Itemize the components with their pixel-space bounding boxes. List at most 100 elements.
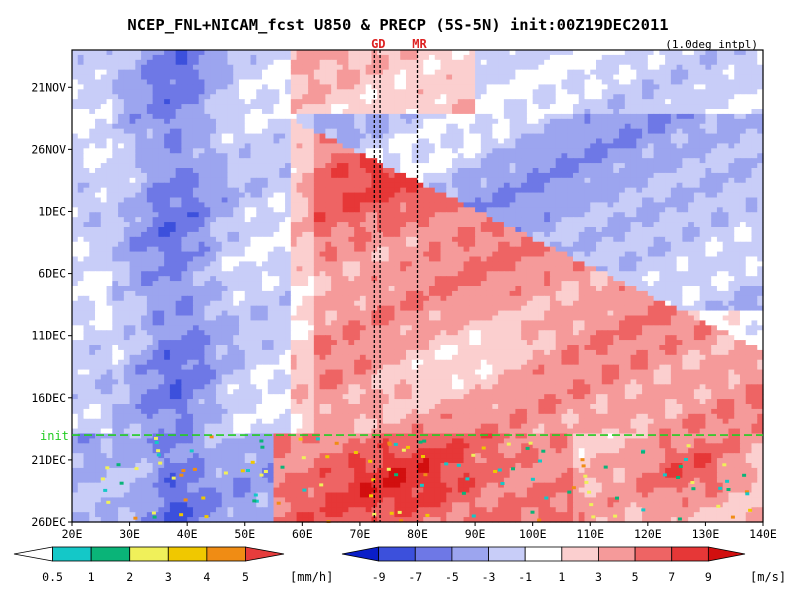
heatmap-cell <box>405 123 413 130</box>
heatmap-cell <box>187 207 194 213</box>
heatmap-cell <box>538 74 545 81</box>
heatmap-cell <box>688 123 695 130</box>
heatmap-cell <box>141 246 148 253</box>
heatmap-cell <box>636 113 643 120</box>
heatmap-cell <box>613 187 620 194</box>
heatmap-cell <box>515 177 522 184</box>
heatmap-cell <box>693 172 701 179</box>
heatmap-cell <box>302 182 309 189</box>
heatmap-cell <box>647 69 655 76</box>
heatmap-cell <box>722 236 730 243</box>
heatmap-cell <box>354 217 361 223</box>
heatmap-cell <box>642 69 649 76</box>
heatmap-cell <box>728 207 735 213</box>
heatmap-cell <box>141 197 148 204</box>
heatmap-cell <box>601 123 609 130</box>
heatmap-cell <box>509 138 516 145</box>
heatmap-cell <box>739 89 747 95</box>
heatmap-cell <box>590 69 597 76</box>
heatmap-cell <box>475 187 482 194</box>
heatmap-cell <box>630 89 637 95</box>
heatmap-cell <box>296 197 303 204</box>
heatmap-cell <box>469 79 476 86</box>
heatmap-cell <box>642 133 649 140</box>
heatmap-cell <box>152 217 159 223</box>
heatmap-cell <box>699 246 707 253</box>
heatmap-cell <box>164 123 171 130</box>
heatmap-cell <box>348 94 355 100</box>
heatmap-cell <box>549 84 557 90</box>
heatmap-cell <box>221 133 229 140</box>
heatmap-cell <box>751 133 758 140</box>
heatmap-cell <box>452 163 459 169</box>
heatmap-cell <box>256 79 263 86</box>
heatmap-cell <box>89 168 96 174</box>
heatmap-cell <box>348 54 355 61</box>
heatmap-cell <box>509 187 516 194</box>
heatmap-cell <box>181 64 188 71</box>
heatmap-cell <box>630 128 637 135</box>
heatmap-cell <box>342 227 349 233</box>
heatmap-cell <box>244 94 252 100</box>
heatmap-cell <box>77 84 85 90</box>
heatmap-cell <box>238 99 246 105</box>
heatmap-cell <box>262 187 269 194</box>
heatmap-cell <box>584 187 591 194</box>
heatmap-cell <box>642 118 649 125</box>
heatmap-cell <box>215 177 223 184</box>
heatmap-cell <box>584 128 591 135</box>
heatmap-cell <box>739 50 747 56</box>
heatmap-cell <box>647 168 655 174</box>
heatmap-cell <box>152 109 159 115</box>
heatmap-cell <box>72 104 79 110</box>
heatmap-cell <box>463 202 470 208</box>
heatmap-cell <box>411 158 419 164</box>
heatmap-cell <box>129 138 136 145</box>
heatmap-cell <box>688 148 695 154</box>
heatmap-cell <box>169 202 177 208</box>
heatmap-cell <box>129 236 136 243</box>
heatmap-cell <box>521 207 528 213</box>
heatmap-cell <box>388 113 396 120</box>
heatmap-cell <box>647 133 655 140</box>
heatmap-cell <box>509 118 516 125</box>
heatmap-cell <box>256 168 263 174</box>
heatmap-cell <box>734 197 741 204</box>
heatmap-cell <box>480 153 488 159</box>
heatmap-cell <box>751 231 758 238</box>
heatmap-cell <box>118 69 125 76</box>
heatmap-cell <box>382 153 390 159</box>
heatmap-cell <box>100 94 108 100</box>
heatmap-cell <box>152 241 159 248</box>
heatmap-cell <box>169 143 177 149</box>
heatmap-cell <box>175 217 183 223</box>
heatmap-cell <box>475 241 482 248</box>
heatmap-cell <box>642 54 649 61</box>
heatmap-cell <box>123 251 131 258</box>
heatmap-cell <box>175 182 183 189</box>
heatmap-cell <box>670 64 678 71</box>
heatmap-cell <box>590 59 597 66</box>
heatmap-cell <box>83 153 90 159</box>
heatmap-cell <box>112 54 119 61</box>
heatmap-cell <box>267 123 275 130</box>
heatmap-cell <box>233 222 240 228</box>
heatmap-cell <box>405 168 413 174</box>
heatmap-cell <box>106 212 113 218</box>
heatmap-cell <box>158 182 165 189</box>
heatmap-cell <box>457 84 465 90</box>
heatmap-cell <box>181 104 188 110</box>
heatmap-cell <box>659 59 666 66</box>
heatmap-cell <box>238 172 246 179</box>
heatmap-cell <box>112 109 119 115</box>
heatmap-cell <box>417 207 424 213</box>
heatmap-cell <box>688 231 695 238</box>
heatmap-cell <box>331 79 338 86</box>
heatmap-cell <box>475 138 482 145</box>
heatmap-cell <box>659 133 666 140</box>
heatmap-cell <box>486 197 493 204</box>
heatmap-cell <box>423 64 430 71</box>
heatmap-cell <box>538 246 545 253</box>
heatmap-cell <box>112 64 119 71</box>
heatmap-cell <box>181 227 188 233</box>
